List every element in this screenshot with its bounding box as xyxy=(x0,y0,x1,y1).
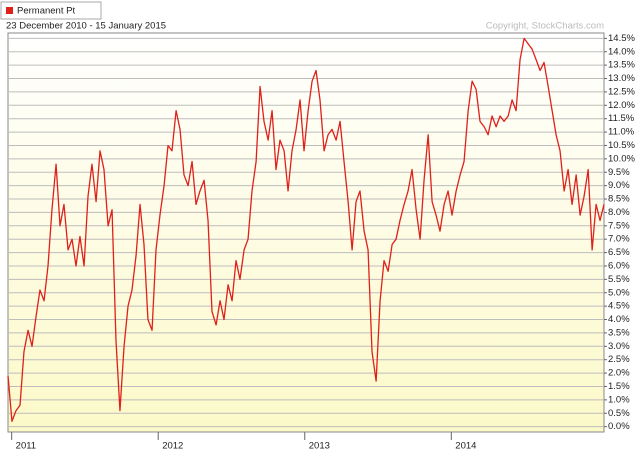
y-tick-label: 11.5% xyxy=(608,113,635,124)
y-tick-label: 0.0% xyxy=(608,421,630,432)
y-tick-label: 1.0% xyxy=(608,394,630,405)
y-tick-label: 7.0% xyxy=(608,234,630,245)
y-tick-label: 9.5% xyxy=(608,167,630,178)
y-tick-label: 12.0% xyxy=(608,100,635,111)
y-tick-label: 6.5% xyxy=(608,247,630,258)
y-tick-label: 11.0% xyxy=(608,127,635,138)
y-tick-label: 3.5% xyxy=(608,327,630,338)
y-tick-label: 5.0% xyxy=(608,287,630,298)
y-tick-label: 0.5% xyxy=(608,408,630,419)
legend-label: Permanent Pt xyxy=(17,6,75,17)
y-tick-label: 10.5% xyxy=(608,140,635,151)
series-line xyxy=(7,37,605,422)
y-tick-label: 2.0% xyxy=(608,368,630,379)
y-tick-label: 3.0% xyxy=(608,341,630,352)
y-tick-label: 8.0% xyxy=(608,207,630,218)
plot-area xyxy=(7,32,605,433)
y-tick-label: 1.5% xyxy=(608,381,630,392)
y-tick-label: 9.0% xyxy=(608,180,630,191)
y-tick-label: 13.5% xyxy=(608,60,635,71)
y-tick-label: 8.5% xyxy=(608,194,630,205)
y-tick-label: 13.0% xyxy=(608,73,635,84)
y-tick-label: 6.0% xyxy=(608,260,630,271)
x-tick-label: 2014 xyxy=(455,441,476,452)
x-tick-label: 2012 xyxy=(162,441,183,452)
subtitle: 23 December 2010 - 15 January 2015 xyxy=(6,21,166,32)
y-tick-label: 4.0% xyxy=(608,314,630,325)
y-tick-label: 14.0% xyxy=(608,46,635,57)
y-tick-label: 2.5% xyxy=(608,354,630,365)
y-tick-label: 4.5% xyxy=(608,301,630,312)
copyright: Copyright, StockCharts.com xyxy=(486,21,604,32)
y-tick-label: 14.5% xyxy=(608,33,635,44)
y-tick-label: 10.0% xyxy=(608,153,635,164)
legend: Permanent Pt xyxy=(0,1,102,20)
y-tick-label: 12.5% xyxy=(608,86,635,97)
y-tick-label: 7.5% xyxy=(608,220,630,231)
x-tick-label: 2013 xyxy=(309,441,330,452)
x-tick-label: 2011 xyxy=(16,441,36,452)
legend-swatch xyxy=(6,7,13,14)
y-tick-label: 5.5% xyxy=(608,274,630,285)
legend-box xyxy=(0,1,102,20)
